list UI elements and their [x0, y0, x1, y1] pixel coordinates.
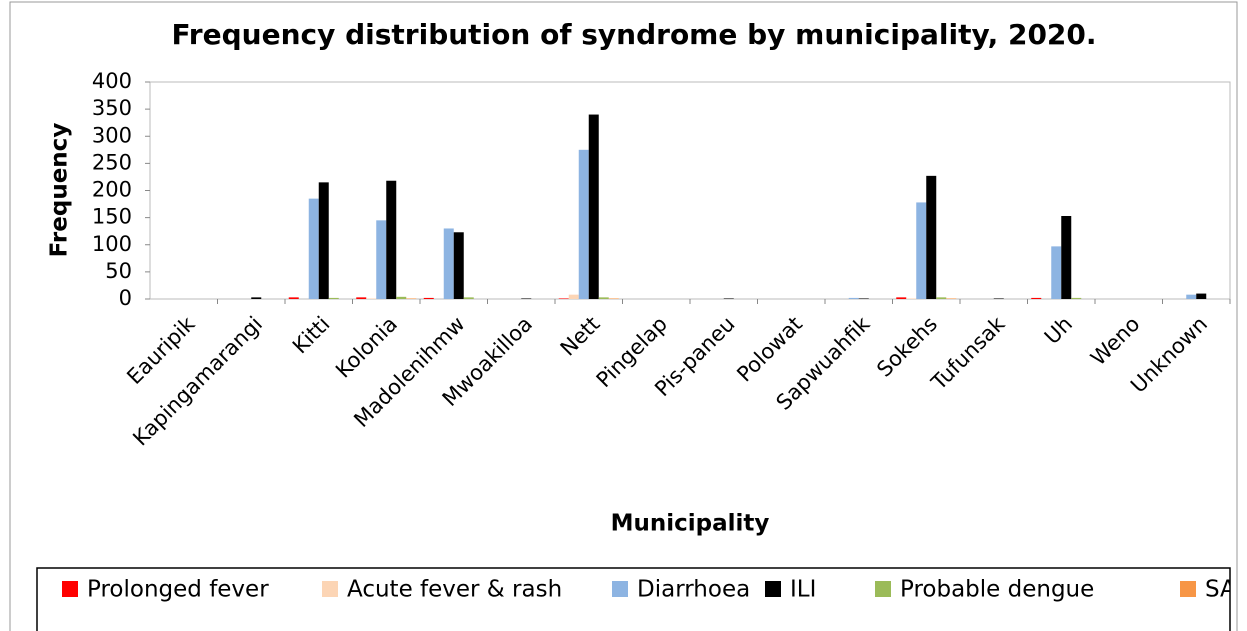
bar	[926, 175, 937, 299]
bar	[993, 298, 1004, 299]
bar	[251, 297, 262, 299]
legend-label: Prolonged fever	[87, 577, 269, 603]
chart-frame	[9, 1, 1238, 631]
legend-swatch	[875, 581, 891, 597]
legend-box	[36, 567, 1231, 631]
chart-title: Frequency distribution of syndrome by mu…	[171, 18, 1096, 51]
bar	[288, 297, 299, 299]
bar	[453, 232, 464, 299]
legend: Prolonged fever Acute fever & rash Diarrho…	[62, 577, 1247, 603]
bar	[396, 296, 407, 299]
bar	[858, 298, 869, 299]
y-tick-label: 200	[92, 178, 132, 202]
bar	[463, 297, 474, 299]
y-tick-label: 250	[92, 150, 132, 174]
bar	[1071, 297, 1082, 299]
bar	[356, 297, 367, 299]
bar	[1196, 293, 1207, 299]
legend-swatch	[322, 581, 338, 597]
bar	[598, 297, 609, 299]
legend-label: SARI	[1205, 577, 1247, 603]
legend-label: Diarrhoea	[637, 577, 750, 603]
bar	[578, 149, 589, 299]
bar	[588, 114, 599, 299]
bar	[946, 298, 957, 299]
bar	[723, 298, 734, 299]
legend-label: Probable dengue	[900, 577, 1094, 603]
legend-label: ILI	[790, 577, 816, 603]
bar	[366, 298, 377, 299]
legend-swatch	[1180, 581, 1196, 597]
bar	[936, 297, 947, 299]
legend-swatch	[765, 581, 781, 597]
y-axis-title: Frequency	[47, 123, 73, 258]
legend-swatch	[612, 581, 628, 597]
legend-swatch	[62, 581, 78, 597]
bar	[308, 198, 319, 299]
x-axis-title: Municipality	[611, 511, 770, 537]
bar	[1031, 297, 1042, 299]
bar	[848, 297, 859, 299]
bar	[406, 298, 417, 299]
bar	[328, 297, 339, 299]
y-tick-label: 100	[92, 232, 132, 256]
bar	[386, 180, 397, 299]
bar	[568, 294, 579, 299]
bar	[376, 220, 387, 299]
bar	[1186, 294, 1197, 299]
bar	[1061, 215, 1072, 299]
y-tick-label: 400	[92, 69, 132, 93]
bar	[318, 182, 329, 299]
y-tick-label: 350	[92, 96, 132, 120]
y-tick-label: 150	[92, 205, 132, 229]
bar	[608, 298, 619, 299]
bar	[916, 202, 927, 299]
bar	[1051, 246, 1062, 299]
bar	[423, 297, 434, 299]
y-tick-label: 0	[119, 286, 132, 310]
bar	[558, 298, 569, 299]
legend-label: Acute fever & rash	[347, 577, 562, 603]
bar	[443, 228, 454, 299]
y-tick-label: 50	[105, 259, 132, 283]
bar	[896, 297, 907, 299]
y-tick-label: 300	[92, 123, 132, 147]
bar	[906, 298, 917, 299]
bar	[521, 298, 532, 299]
